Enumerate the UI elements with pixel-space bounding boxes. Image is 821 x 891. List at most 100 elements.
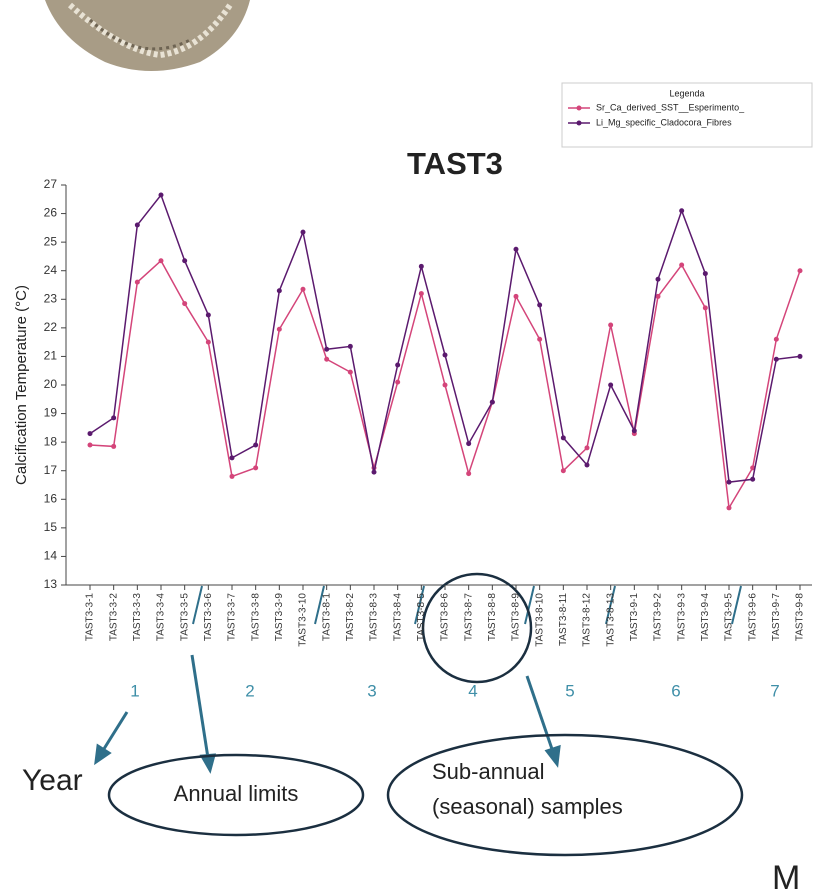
y-tick-label: 22: [44, 320, 58, 334]
x-tick-label: TAST3-3-7: [227, 593, 238, 642]
x-tick-label: TAST3-9-1: [629, 593, 640, 642]
data-point: [418, 263, 424, 269]
data-point: [513, 293, 519, 299]
legend-dot: [576, 120, 582, 126]
x-tick-label: TAST3-3-5: [179, 593, 190, 642]
data-point: [750, 476, 756, 482]
x-tick-label: TAST3-3-6: [203, 593, 214, 642]
data-point: [679, 208, 685, 214]
data-point: [253, 442, 259, 448]
year-label: 1: [130, 681, 139, 700]
legend-dot: [576, 105, 582, 111]
arrows: [94, 654, 561, 774]
x-tick-label: TAST3-9-3: [676, 593, 687, 642]
chart-title: TAST3: [407, 146, 503, 181]
y-tick-label: 15: [44, 520, 58, 534]
y-tick-label: 16: [44, 491, 58, 505]
data-point: [442, 352, 448, 358]
data-point: [395, 379, 401, 385]
data-point: [797, 353, 803, 359]
data-point: [702, 305, 708, 311]
x-tick-label: TAST3-3-9: [274, 593, 285, 642]
data-point: [537, 302, 543, 308]
data-point: [726, 479, 732, 485]
x-tick-label: TAST3-9-7: [771, 593, 782, 642]
year-label: 7: [770, 681, 779, 700]
data-point: [631, 428, 637, 434]
legend-label: Sr_Ca_derived_SST__Esperimento_: [596, 102, 745, 112]
legend: Legenda: [561, 82, 813, 148]
x-tick-label: TAST3-3-4: [156, 593, 167, 642]
x-tick-label: TAST3-8-1: [321, 593, 332, 642]
seasonal-circle: [421, 572, 533, 684]
data-point: [395, 362, 401, 368]
data-point: [608, 382, 614, 388]
series-line: [89, 193, 801, 483]
data-point: [158, 192, 164, 198]
y-tick-label: 17: [44, 463, 58, 477]
legend-label: Li_Mg_specific_Cladocora_Fibres: [596, 117, 732, 127]
x-tick-label: TAST3-8-10: [534, 593, 545, 647]
year-label: 2: [245, 681, 254, 700]
x-tick-label: TAST3-8-3: [369, 593, 380, 642]
x-tick-label: TAST3-8-6: [440, 593, 451, 642]
data-point: [158, 258, 164, 264]
y-axis-label: Calcification Temperature (°C): [13, 285, 30, 485]
data-point: [324, 356, 330, 362]
data-point: [134, 222, 140, 228]
data-point: [229, 455, 235, 461]
data-point: [276, 326, 282, 332]
y-tick-label: 18: [44, 434, 58, 448]
data-point: [87, 442, 93, 448]
y-tick-label: 20: [44, 377, 58, 391]
data-point: [797, 268, 803, 274]
data-point: [347, 343, 353, 349]
data-point: [111, 415, 117, 421]
y-tick-label: 13: [44, 577, 58, 591]
x-tick-label: TAST3-8-2: [345, 593, 356, 642]
year-label: 4: [468, 681, 477, 700]
data-point: [702, 271, 708, 277]
data-point: [253, 465, 259, 471]
data-point: [584, 462, 590, 468]
x-tick-label: TAST3-8-5: [416, 593, 427, 642]
data-point: [182, 258, 188, 264]
data-point: [679, 262, 685, 268]
data-point: [134, 279, 140, 285]
data-point: [300, 229, 306, 235]
x-tick-label: TAST3-8-8: [487, 593, 498, 642]
data-point: [608, 322, 614, 328]
y-tick-label: 14: [44, 549, 58, 563]
data-point: [276, 288, 282, 294]
data-point: [726, 505, 732, 511]
x-tick-label: TAST3-9-8: [795, 593, 806, 642]
data-point: [584, 445, 590, 451]
x-tick-label: TAST3-3-1: [85, 593, 96, 642]
x-tick-label: TAST3-8-9: [511, 593, 522, 642]
data-point: [347, 369, 353, 375]
coral-image: [45, 0, 250, 71]
data-point: [205, 312, 211, 318]
x-tick-label: TAST3-8-11: [558, 593, 569, 646]
year-label: 5: [565, 681, 574, 700]
x-tick-label: TAST3-9-5: [724, 593, 735, 642]
data-point: [205, 339, 211, 345]
x-tick-label: TAST3-8-13: [605, 593, 616, 647]
y-tick-label: 19: [44, 406, 58, 420]
data-point: [773, 336, 779, 342]
x-tick-label: TAST3-9-6: [747, 593, 758, 642]
data-point: [111, 443, 117, 449]
data-point: [655, 293, 661, 299]
data-point: [442, 382, 448, 388]
data-point: [655, 276, 661, 282]
data-point: [513, 246, 519, 252]
x-tick-label: TAST3-8-4: [392, 593, 403, 642]
x-tick-label: TAST3-9-2: [653, 593, 664, 642]
data-point: [87, 431, 93, 437]
y-tick-label: 23: [44, 291, 58, 305]
data-point: [466, 441, 472, 447]
annual-limits: [192, 585, 742, 625]
annual-limits-text: Annual limits: [174, 781, 299, 806]
legend-box: [561, 82, 813, 148]
